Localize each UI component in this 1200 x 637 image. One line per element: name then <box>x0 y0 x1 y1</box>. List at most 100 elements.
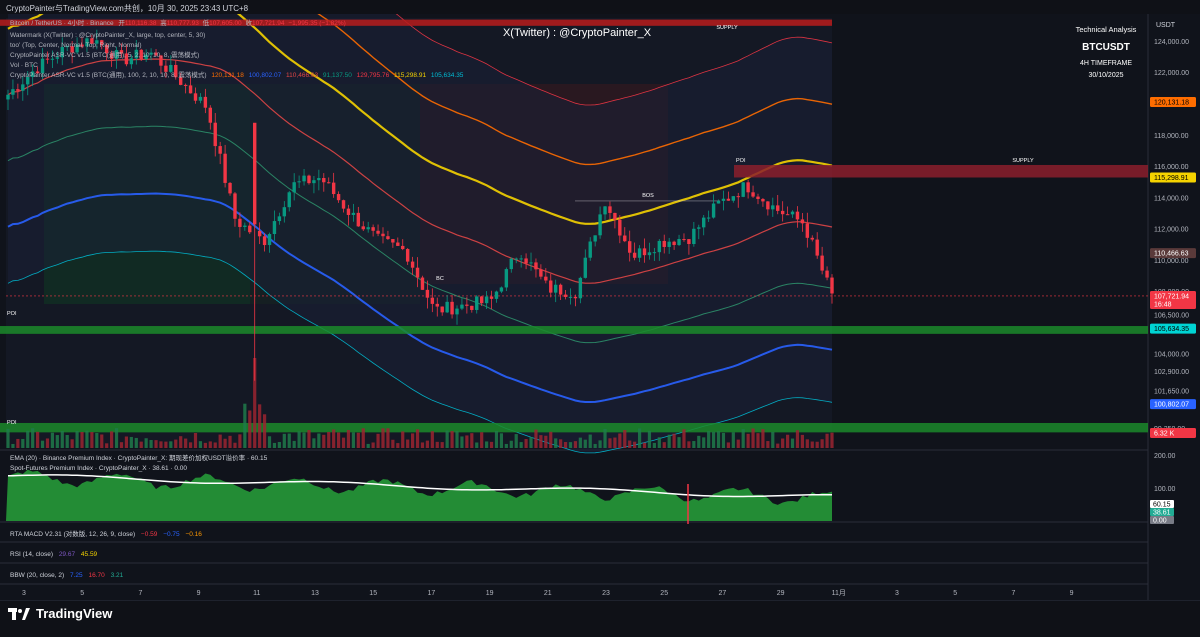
candle-body <box>391 239 395 243</box>
price-tag-label: 107,721.94 <box>1154 293 1189 300</box>
candle-body <box>608 206 612 213</box>
candle-body <box>573 296 578 299</box>
premium-tag <box>1150 508 1174 516</box>
time-tick-label: 25 <box>660 590 668 597</box>
tradingview-logo[interactable]: TradingView <box>8 606 112 621</box>
volume-bar <box>90 432 94 448</box>
candle-body <box>519 258 523 260</box>
volume-bar <box>272 442 277 448</box>
volume-bar <box>351 432 355 448</box>
candle-body <box>401 245 405 250</box>
candle-body <box>287 192 291 208</box>
candle-body <box>598 214 602 236</box>
supply-zone-mid <box>734 164 1148 178</box>
supply-zone-top <box>0 19 832 26</box>
volume-bar <box>514 434 518 448</box>
volume-bar <box>489 441 494 448</box>
candle-body <box>455 308 459 315</box>
volume-bar <box>386 428 390 448</box>
volume-bar <box>297 431 301 448</box>
time-tick-label: 19 <box>486 590 494 597</box>
candle-body <box>169 64 173 72</box>
candle-body <box>35 71 40 74</box>
volume-bar <box>652 442 656 448</box>
candle-body <box>534 262 538 270</box>
volume-bar <box>499 433 504 448</box>
annotation-layer: X(Twitter) : @CryptoPainter_X Technical … <box>7 18 1176 579</box>
volume-bar <box>618 433 622 448</box>
candle-body <box>731 196 736 201</box>
price-chart[interactable]: 124,000.00 122,000.00 118,000.00 116,000.00… <box>0 14 1200 600</box>
legend-line-3: too' (Top, Center, Normal, Top, Right, N… <box>10 42 142 49</box>
candle-body <box>499 287 504 292</box>
candle-body <box>544 276 548 281</box>
volume-bar <box>578 437 582 448</box>
volume-bars <box>6 358 834 448</box>
price-tag <box>1150 428 1196 438</box>
volume-bar <box>746 433 750 448</box>
candle-body <box>628 241 632 253</box>
candle-body <box>415 267 420 278</box>
volume-bar <box>425 440 430 448</box>
candle-body <box>558 284 563 295</box>
candle-body <box>253 122 257 225</box>
volume-bar <box>55 435 59 448</box>
volume-bar <box>332 429 336 448</box>
candle-body <box>524 258 528 264</box>
poi-zone-low <box>0 422 1148 433</box>
price-tick-label: 106,500.00 <box>1154 313 1189 320</box>
candle-body <box>90 38 94 44</box>
volume-bar <box>292 440 296 448</box>
volume-bar <box>381 428 385 448</box>
premium-tag <box>1150 516 1174 524</box>
volume-bar <box>539 435 543 448</box>
candle-body <box>578 277 583 299</box>
candle-body <box>26 76 30 85</box>
volume-bar <box>258 404 262 448</box>
volume-bar <box>371 442 375 448</box>
volume-bar <box>391 439 395 448</box>
band-upper-yellow <box>7 14 833 225</box>
candle-body <box>509 258 513 270</box>
volume-bar <box>440 442 444 448</box>
volume-bar <box>455 431 459 448</box>
candle-body <box>706 217 711 219</box>
volume-bar <box>124 436 129 448</box>
candle-body <box>307 175 311 184</box>
chart-title: CryptoPainter与TradingView.com共创，10月 30, … <box>6 4 249 13</box>
volume-bar <box>470 433 474 448</box>
volume-bar <box>223 438 227 448</box>
candle-body <box>6 94 10 100</box>
candle-body <box>800 219 805 224</box>
candle-body <box>183 84 188 86</box>
candle-body <box>198 96 203 101</box>
candle-body <box>129 58 134 65</box>
volume-bar <box>662 442 666 448</box>
candle-body <box>327 182 331 184</box>
bc-label: BC <box>436 276 444 282</box>
volume-bar <box>346 430 351 448</box>
price-tick-label: 122,000.00 <box>1154 70 1189 77</box>
volume-bar <box>790 438 795 448</box>
time-tick-label: 3 <box>22 590 26 597</box>
volume-bar <box>188 442 193 448</box>
candle-body <box>282 207 287 217</box>
volume-bar <box>687 441 691 448</box>
time-axis: 3 5 7 9 11 13 15 17 19 21 23 25 27 29 11月 3 5 7 9 <box>22 589 1074 597</box>
candle-body <box>85 38 89 47</box>
volume-bar <box>593 443 597 448</box>
time-tick-label: 9 <box>197 590 201 597</box>
candle-body <box>568 296 573 298</box>
candle-body <box>109 53 114 59</box>
volume-bar <box>376 433 380 448</box>
price-tick-label: 124,000.00 <box>1154 39 1189 46</box>
candle-body <box>539 269 543 277</box>
time-tick-label: 5 <box>80 590 84 597</box>
time-tick-label: 21 <box>544 590 552 597</box>
price-tick-label: 112,000.00 <box>1154 227 1189 234</box>
volume-bar <box>40 440 45 448</box>
volume-bar <box>228 435 232 448</box>
volume-bar <box>95 433 99 448</box>
candle-body <box>40 58 45 74</box>
candle-body <box>484 296 489 304</box>
